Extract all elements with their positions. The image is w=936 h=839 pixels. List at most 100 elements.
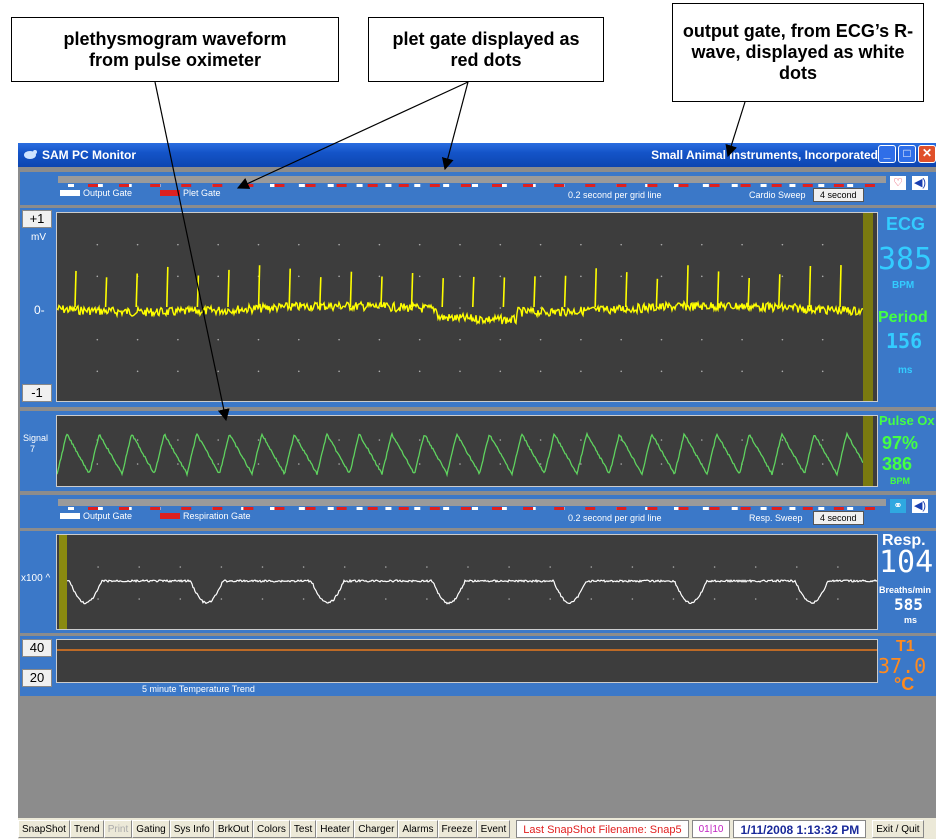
pleth-waveform	[57, 416, 873, 486]
ecg-r-wave	[747, 277, 750, 308]
heart-icon[interactable]: ♡	[890, 176, 906, 190]
toolbar-button-print[interactable]: Print	[103, 819, 133, 838]
output-gate-dot	[443, 507, 450, 510]
toolbar-button-sys-info[interactable]: Sys Info	[169, 819, 214, 838]
maximize-icon: □	[903, 146, 911, 160]
output-gate-dot	[847, 507, 854, 510]
speaker-icon[interactable]: ◀)	[912, 176, 928, 190]
plet-gate-dot	[523, 507, 534, 510]
toolbar-button-colors[interactable]: Colors	[253, 819, 290, 838]
toolbar-button-heater[interactable]: Heater	[316, 819, 355, 838]
output-gate-dot	[68, 507, 74, 510]
callout-plethysmogram-text: plethysmogram waveform from pulse oximet…	[63, 28, 287, 70]
plet-gate-dot	[709, 507, 720, 510]
maximize-button[interactable]: □	[898, 145, 916, 163]
toolbar-button-brkout[interactable]: BrkOut	[213, 819, 253, 838]
pleth-signal-value: 7	[30, 444, 36, 454]
snapshot-status: Last SnapShot Filename: Snap5	[516, 819, 689, 838]
exit-button[interactable]: Exit / Quit	[872, 819, 924, 838]
plet-gate-dot	[181, 507, 192, 510]
plet-gate-label: Plet Gate	[183, 188, 221, 198]
speaker-icon[interactable]: ◀)	[912, 499, 928, 513]
resp-gate-legend: Respiration Gate	[160, 511, 251, 521]
resp-ms-unit: ms	[904, 615, 918, 625]
plet-gate-dot	[119, 184, 130, 187]
close-button[interactable]: ✕	[918, 145, 936, 163]
plet-gate-swatch	[160, 190, 180, 196]
plet-gate-dot	[398, 184, 409, 187]
close-icon: ✕	[921, 146, 933, 160]
ecg-r-wave	[594, 268, 597, 308]
toolbar-button-event[interactable]: Event	[476, 819, 511, 838]
plet-gate-dot	[771, 507, 782, 510]
toolbar-button-charger[interactable]: Charger	[354, 819, 399, 838]
ecg-r-wave	[472, 276, 475, 308]
plet-gate-dot	[523, 184, 534, 187]
spo2-value: 97%	[882, 433, 919, 453]
plet-gate-dot	[864, 184, 875, 187]
ecg-r-wave	[227, 269, 230, 308]
ecg-waveform	[57, 213, 873, 401]
output-gate-dot	[414, 184, 421, 187]
output-gate-dot	[500, 507, 507, 510]
cardio-sweep-select[interactable]: 4 second	[813, 188, 864, 202]
temp-title: T1	[896, 638, 915, 655]
plet-gate-legend: Plet Gate	[160, 188, 221, 198]
toolbar-button-freeze[interactable]: Freeze	[437, 819, 477, 838]
minimize-button[interactable]: _	[878, 145, 896, 163]
plet-gate-dot	[864, 507, 875, 510]
ecg-r-wave	[808, 266, 812, 308]
ecg-r-wave	[135, 273, 138, 308]
output-gate-dot	[789, 184, 796, 187]
resp-gate-strip	[58, 499, 886, 510]
output-gate-dot	[443, 184, 450, 187]
ecg-r-wave	[380, 276, 383, 308]
resp-waveform	[59, 535, 877, 629]
resp-output-gate-legend: Output Gate	[60, 511, 132, 521]
ecg-r-wave	[319, 277, 322, 308]
toolbar-button-alarms[interactable]: Alarms	[398, 819, 438, 838]
ecg-r-wave	[778, 274, 781, 308]
plet-gate-dot	[585, 184, 596, 187]
toolbar-button-trend[interactable]: Trend	[69, 819, 104, 838]
output-gate-dot	[789, 507, 796, 510]
toolbar-button-test[interactable]: Test	[289, 819, 317, 838]
plet-gate-dot	[367, 507, 378, 510]
output-gate-dot	[760, 184, 767, 187]
toolbar-button-snapshot[interactable]: SnapShot	[18, 819, 70, 838]
plet-gate-dot	[616, 184, 627, 187]
resp-trace	[66, 578, 877, 605]
plet-gate-dot	[678, 184, 689, 187]
toolbar-button-gating[interactable]: Gating	[132, 819, 170, 838]
window-title: SAM PC Monitor	[42, 148, 136, 162]
company-name: Small Animal Instruments, Incorporated	[651, 148, 878, 162]
callout-output-gate-text: output gate, from ECG’s R-wave, displaye…	[682, 21, 914, 83]
ecg-r-wave	[563, 275, 567, 308]
callout-plet-gate: plet gate displayed as red dots	[368, 17, 604, 82]
output-gate-dot	[500, 184, 507, 187]
ecg-r-wave	[74, 270, 77, 308]
resp-output-gate-swatch	[60, 513, 80, 519]
output-gate-dot	[847, 184, 854, 187]
plet-gate-dot	[554, 507, 565, 510]
ecg-plot	[56, 212, 878, 402]
output-gate-dot	[96, 507, 103, 510]
pleth-trace	[57, 431, 864, 478]
cardio-gate-bar: Output Gate Plet Gate 0.2 second per gri…	[20, 172, 936, 205]
cardio-sweep-label: Cardio Sweep	[749, 190, 806, 200]
plet-gate-dot	[88, 507, 98, 510]
output-gate-dot	[674, 507, 680, 510]
ecg-scale-bottom: -1	[22, 384, 52, 402]
output-gate-legend: Output Gate	[60, 188, 132, 198]
lungs-icon[interactable]: ⚭	[890, 499, 906, 513]
plet-gate-dot	[647, 184, 658, 187]
output-gate-dot	[356, 507, 363, 510]
ecg-bpm-value: 385	[878, 242, 933, 277]
resp-sweep-select[interactable]: 4 second	[813, 511, 864, 525]
plet-gate-dot	[150, 507, 161, 510]
output-gate-dot	[385, 507, 392, 510]
plet-gate-dot	[243, 507, 254, 510]
ecg-r-wave	[166, 266, 169, 308]
bottom-toolbar: SnapShot Trend Print Gating Sys Info BrkOut Co…	[18, 818, 936, 839]
ecg-r-wave	[441, 278, 444, 308]
